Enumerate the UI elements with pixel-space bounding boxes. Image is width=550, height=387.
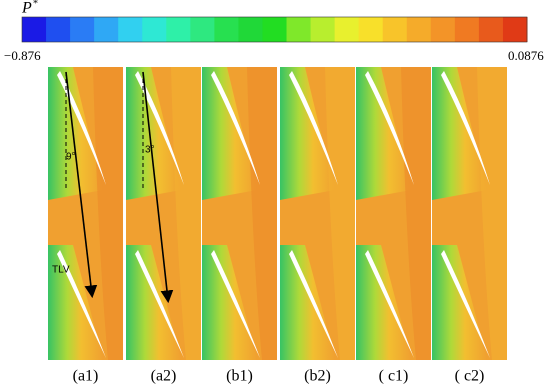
colorbar-max-label: 0.0876 — [508, 48, 544, 63]
colorbar-min-label: −0.876 — [4, 48, 41, 63]
colorbar-swatch — [286, 17, 312, 42]
tlv-label: TLV — [52, 265, 70, 276]
colorbar-swatch — [310, 17, 336, 42]
panels: (a1) (a2) (b1) (b2) ( c1) ( c2) — [48, 67, 507, 385]
high-pressure-region — [247, 67, 277, 360]
blade — [211, 250, 260, 358]
contour-panel: (b1) — [202, 67, 277, 385]
low-pressure-region — [126, 67, 181, 200]
colorbar-swatch — [430, 17, 456, 42]
colorbar-swatch — [358, 17, 384, 42]
low-pressure-region — [280, 245, 335, 360]
blade — [211, 71, 260, 185]
contour-panel: (b2) — [280, 67, 355, 385]
low-pressure-region — [432, 245, 487, 360]
panel-label: (b1) — [226, 368, 253, 385]
low-pressure-region — [126, 245, 181, 360]
colorbar-frame — [21, 16, 528, 43]
colorbar-swatch — [190, 17, 215, 42]
colorbar-title: P — [21, 0, 32, 17]
blade — [365, 250, 414, 358]
arrow — [65, 71, 98, 299]
colorbar-swatch — [454, 17, 480, 42]
colorbar-swatch — [262, 17, 288, 42]
panel-label: (b2) — [304, 368, 331, 385]
arrow — [142, 71, 174, 304]
annotations: TLV 9° 3° — [52, 71, 174, 304]
blade — [135, 71, 184, 185]
panel-label: (a2) — [151, 368, 177, 385]
colorbar-swatch — [214, 17, 239, 42]
colorbar-swatch — [238, 17, 263, 42]
colorbar-swatch — [478, 17, 504, 42]
low-pressure-region — [202, 67, 257, 200]
contour-panel: (a2) — [126, 67, 201, 385]
colorbar-swatch — [22, 17, 47, 42]
colorbar-swatch — [166, 17, 191, 42]
high-pressure-region — [477, 67, 507, 360]
blade — [289, 71, 338, 185]
low-pressure-region — [48, 245, 103, 360]
blade — [441, 71, 490, 185]
blade — [441, 250, 490, 358]
low-pressure-region — [280, 67, 335, 200]
low-pressure-region — [356, 67, 411, 200]
low-pressure-region — [202, 245, 257, 360]
high-pressure-region — [401, 67, 431, 360]
high-pressure-region — [93, 67, 123, 360]
panel-label: (a1) — [73, 368, 99, 385]
colorbar-swatch — [94, 17, 119, 42]
high-pressure-region — [325, 67, 355, 360]
contour-panel: ( c1) — [356, 67, 431, 385]
colorbar-title-sup: * — [33, 0, 38, 9]
low-pressure-region — [432, 67, 487, 200]
colorbar-swatch — [118, 17, 143, 42]
colorbar-swatch — [70, 17, 95, 42]
blade — [365, 71, 414, 185]
colorbar-swatch — [334, 17, 360, 42]
colorbar-swatch — [46, 17, 71, 42]
contour-panel: ( c2) — [432, 67, 507, 385]
colorbar-swatch — [382, 17, 408, 42]
high-pressure-region — [171, 67, 201, 360]
angle-label: 3° — [145, 145, 155, 156]
low-pressure-region — [48, 67, 103, 200]
colorbar-swatch — [406, 17, 432, 42]
colorbar-swatch — [142, 17, 167, 42]
contour-panel: (a1) — [48, 67, 123, 385]
panel-label: ( c1) — [379, 368, 409, 385]
colorbar — [21, 16, 528, 43]
colorbar-swatch — [502, 17, 528, 42]
blade — [289, 250, 338, 358]
angle-label: 9° — [66, 152, 76, 163]
low-pressure-region — [356, 245, 411, 360]
panel-label: ( c2) — [455, 368, 485, 385]
blade — [135, 250, 184, 358]
blade — [57, 250, 106, 358]
